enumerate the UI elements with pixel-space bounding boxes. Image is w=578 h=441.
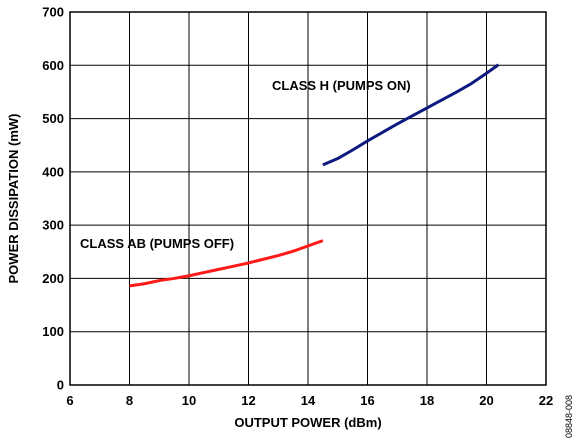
x-tick-label: 20 [479,393,493,408]
y-tick-label: 600 [42,58,64,73]
y-tick-label: 200 [42,271,64,286]
annotation-class-h: CLASS H (PUMPS ON) [272,78,411,93]
y-tick-label: 100 [42,324,64,339]
x-tick-label: 14 [301,393,316,408]
x-tick-label: 18 [420,393,434,408]
grid-lines [70,12,546,385]
y-tick-label: 500 [42,111,64,126]
x-tick-label: 16 [360,393,374,408]
y-tick-labels: 0 100 200 300 400 500 600 700 [42,5,64,393]
y-tick-label: 300 [42,218,64,233]
x-tick-label: 22 [539,393,553,408]
plot-frame [69,11,547,386]
x-tick-label: 8 [126,393,133,408]
x-tick-label: 10 [182,393,196,408]
x-tick-label: 6 [66,393,73,408]
y-axis-title: POWER DISSIPATION (mW) [6,114,21,284]
x-tick-labels: 6 8 10 12 14 16 18 20 22 [66,393,553,408]
figure-id: 08848-008 [564,395,574,438]
y-tick-label: 0 [57,378,64,393]
y-tick-label: 400 [42,164,64,179]
x-axis-title: OUTPUT POWER (dBm) [234,415,381,430]
series-lines [129,63,500,288]
x-tick-label: 12 [241,393,255,408]
y-tick-label: 700 [42,5,64,20]
series-line-class-ab [129,239,324,288]
annotation-class-ab: CLASS AB (PUMPS OFF) [80,236,234,251]
series-line-class-h [322,63,500,167]
